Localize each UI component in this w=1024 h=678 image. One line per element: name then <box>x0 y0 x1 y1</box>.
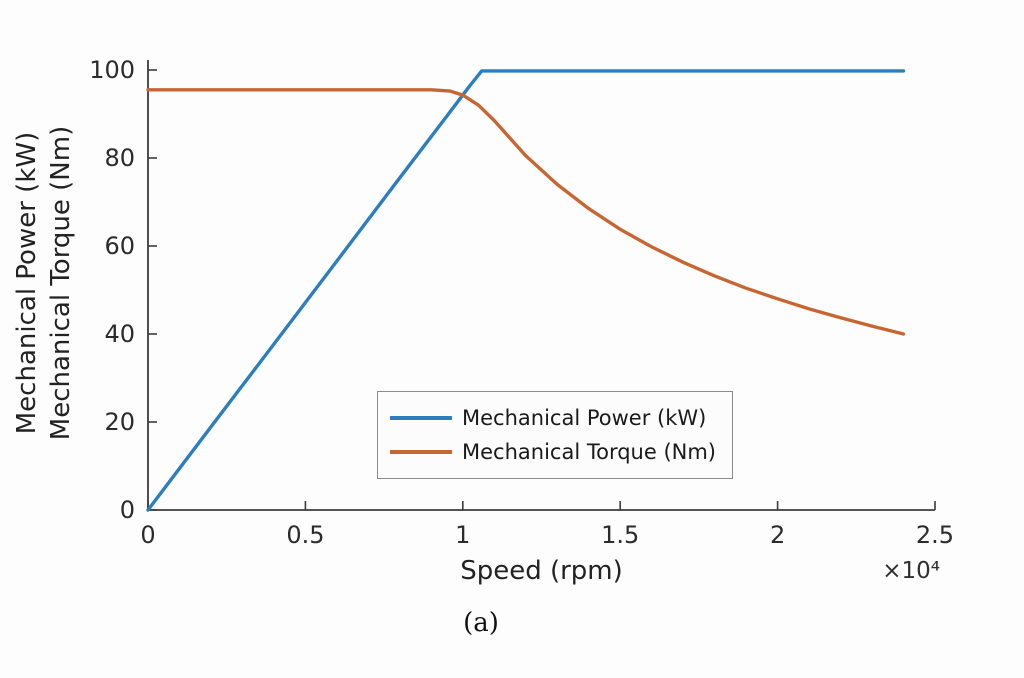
legend: Mechanical Power (kW) Mechanical Torque (… <box>377 391 733 479</box>
series-line-1 <box>146 88 906 336</box>
y-tick-label: 80 <box>104 144 135 172</box>
x-tick-label: 2 <box>770 521 785 549</box>
legend-line-sample <box>390 416 452 420</box>
x-axis-label: Speed (rpm) <box>460 556 623 586</box>
x-tick-label: 0 <box>140 521 155 549</box>
x-axis-exponent: ×10⁴ <box>882 558 940 584</box>
legend-entry-label: Mechanical Power (kW) <box>462 406 707 430</box>
y-axis-label-line2: Mechanical Torque (Nm) <box>46 125 76 441</box>
x-tick-label: 2.5 <box>916 521 954 549</box>
x-tick-label: 1 <box>455 521 470 549</box>
x-tick-label: 0.5 <box>286 521 324 549</box>
y-tick-label: 60 <box>104 232 135 260</box>
figure-caption: (a) <box>463 608 499 638</box>
x-tick-label: 1.5 <box>601 521 639 549</box>
y-tick-label: 100 <box>89 56 135 84</box>
y-tick-label: 20 <box>104 408 135 436</box>
y-tick-label: 0 <box>120 496 135 524</box>
legend-entry-label: Mechanical Torque (Nm) <box>462 440 716 464</box>
legend-entry-1: Mechanical Torque (Nm) <box>390 435 716 469</box>
y-axis-label-line1: Mechanical Power (kW) <box>12 131 43 435</box>
legend-line-sample <box>390 450 452 454</box>
series-line-0 <box>146 69 906 512</box>
y-axis-label: Mechanical Power (kW) Mechanical Torque … <box>11 126 79 440</box>
y-tick-label: 40 <box>104 320 135 348</box>
legend-entry-0: Mechanical Power (kW) <box>390 401 716 435</box>
